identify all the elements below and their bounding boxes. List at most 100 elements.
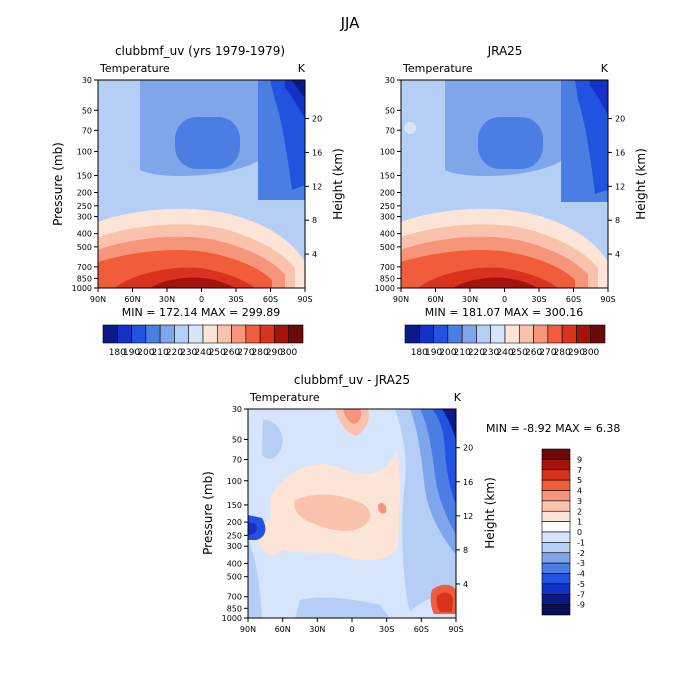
colorbar-swatch bbox=[102, 324, 118, 344]
panel1-height-tick-label: 16 bbox=[312, 148, 322, 157]
panel3-y-tick-label: 150 bbox=[227, 501, 242, 510]
colorbar-label: 180 bbox=[109, 348, 126, 358]
colorbar-label: 200 bbox=[439, 348, 456, 358]
panel3-y-tick-label: 500 bbox=[227, 573, 242, 582]
panel1-variable: Temperature bbox=[99, 62, 170, 75]
colorbar-label: 280 bbox=[252, 348, 269, 358]
colorbar-label: 200 bbox=[137, 348, 154, 358]
panel-reanalysis-temperature: JRA25 Temperature K Height (km) MIN = 18… bbox=[375, 44, 648, 358]
colorbar-label: 0 bbox=[577, 528, 582, 537]
panel3-y-tick-label: 850 bbox=[227, 604, 242, 613]
colorbar-label: 300 bbox=[280, 348, 297, 358]
panel1-height-tick-label: 8 bbox=[312, 216, 317, 225]
panel3-units: K bbox=[454, 391, 462, 404]
panel2-y-tick-label: 70 bbox=[385, 126, 395, 135]
colorbar-label: 250 bbox=[511, 348, 528, 358]
panel3-x-tick-label: 30N bbox=[309, 625, 325, 634]
colorbar-label: 230 bbox=[482, 348, 499, 358]
colorbar-swatch bbox=[541, 459, 571, 471]
panel3-height-tick-label: 4 bbox=[463, 580, 468, 589]
colorbar-label: 220 bbox=[166, 348, 183, 358]
panel3-y-tick-label: 50 bbox=[232, 435, 242, 444]
colorbar-label: -9 bbox=[577, 601, 585, 610]
panel3-y-tick-label: 1000 bbox=[222, 614, 242, 623]
colorbar-swatch bbox=[447, 324, 463, 344]
colorbar-swatch bbox=[541, 583, 571, 595]
panel3-stats: MIN = -8.92 MAX = 6.38 bbox=[486, 422, 620, 435]
panel2-height-tick-label: 8 bbox=[615, 216, 620, 225]
colorbar-swatch bbox=[541, 448, 571, 460]
panel1-y-tick-label: 500 bbox=[77, 243, 92, 252]
colorbar-label: 7 bbox=[577, 466, 582, 475]
colorbar-swatch bbox=[418, 324, 434, 344]
panel2-y-tick-label: 150 bbox=[380, 171, 395, 180]
panel2-x-tick-label: 30N bbox=[462, 295, 478, 304]
panel2-y-tick-label: 1000 bbox=[375, 284, 395, 293]
colorbar-label: 210 bbox=[152, 348, 169, 358]
panel3-y-tick-label: 200 bbox=[227, 518, 242, 527]
panel3-y-tick-label: 30 bbox=[232, 405, 242, 414]
colorbar-swatch bbox=[174, 324, 190, 344]
colorbar-label: 250 bbox=[209, 348, 226, 358]
colorbar-swatch bbox=[461, 324, 477, 344]
colorbar-label: -5 bbox=[577, 580, 585, 589]
panel1-x-tick-label: 30S bbox=[228, 295, 243, 304]
panel2-height-tick-label: 4 bbox=[615, 250, 620, 259]
colorbar-swatch bbox=[576, 324, 592, 344]
panel3-x-tick-label: 30S bbox=[379, 625, 394, 634]
colorbar-swatch bbox=[590, 324, 606, 344]
colorbar-swatch bbox=[541, 490, 571, 502]
panel3-y-tick-label: 400 bbox=[227, 559, 242, 568]
colorbar-label: 180 bbox=[411, 348, 428, 358]
colorbar-swatch bbox=[541, 469, 571, 481]
colorbar-label: 2 bbox=[577, 507, 582, 516]
panel1-units: K bbox=[298, 62, 306, 75]
panel3-height-tick-label: 16 bbox=[463, 478, 473, 487]
panel1-stats: MIN = 172.14 MAX = 299.89 bbox=[122, 306, 280, 319]
colorbar-swatch bbox=[490, 324, 506, 344]
panel1-y-tick-label: 50 bbox=[82, 106, 92, 115]
panel2-height-tick-label: 20 bbox=[615, 115, 625, 124]
panel3-y-tick-label: 70 bbox=[232, 456, 242, 465]
colorbar-swatch bbox=[533, 324, 549, 344]
panel1-title: clubbmf_uv (yrs 1979-1979) bbox=[115, 44, 285, 58]
panel2-x-tick-label: 60S bbox=[566, 295, 581, 304]
panel2-units: K bbox=[601, 62, 609, 75]
colorbar-swatch bbox=[541, 604, 571, 616]
colorbar-swatch bbox=[561, 324, 577, 344]
panel2-x-tick-label: 30S bbox=[531, 295, 546, 304]
colorbar-label: 210 bbox=[454, 348, 471, 358]
panel3-height-tick-label: 8 bbox=[463, 546, 468, 555]
colorbar-label: 3 bbox=[577, 497, 582, 506]
panel1-y-tick-label: 150 bbox=[77, 171, 92, 180]
panel2-y-tick-label: 300 bbox=[380, 213, 395, 222]
panel2-y-tick-label: 250 bbox=[380, 202, 395, 211]
panel2-y-tick-label: 50 bbox=[385, 106, 395, 115]
panel3-variable: Temperature bbox=[249, 391, 320, 404]
panel2-y-tick-label: 30 bbox=[385, 76, 395, 85]
panel2-stats: MIN = 181.07 MAX = 300.16 bbox=[425, 306, 583, 319]
colorbar-label: 240 bbox=[496, 348, 513, 358]
panel3-height-tick-label: 20 bbox=[463, 444, 473, 453]
colorbar-swatch bbox=[518, 324, 534, 344]
colorbar-label: -4 bbox=[577, 570, 585, 579]
panel1-x-tick-label: 60N bbox=[124, 295, 140, 304]
colorbar-swatch bbox=[476, 324, 492, 344]
panel2-x-tick-label: 60N bbox=[427, 295, 443, 304]
colorbar-swatch bbox=[541, 552, 571, 564]
colorbar-label: 280 bbox=[554, 348, 571, 358]
panel-difference-temperature: clubbmf_uv - JRA25 Temperature K Press bbox=[201, 373, 620, 634]
panel3-x-tick-label: 0 bbox=[349, 625, 354, 634]
colorbar-label: 260 bbox=[223, 348, 240, 358]
colorbar-swatch bbox=[274, 324, 290, 344]
panel2-right-axis-label: Height (km) bbox=[634, 148, 648, 219]
colorbar-label: 270 bbox=[237, 348, 254, 358]
colorbar-swatch bbox=[145, 324, 161, 344]
panel2-title: JRA25 bbox=[487, 44, 523, 58]
colorbar-swatch bbox=[541, 542, 571, 554]
colorbar-label: 190 bbox=[123, 348, 140, 358]
colorbar-label: -7 bbox=[577, 590, 585, 599]
colorbar-label: 290 bbox=[568, 348, 585, 358]
panel1-right-axis-label: Height (km) bbox=[331, 148, 345, 219]
panel2-x-tick-label: 90S bbox=[600, 295, 615, 304]
